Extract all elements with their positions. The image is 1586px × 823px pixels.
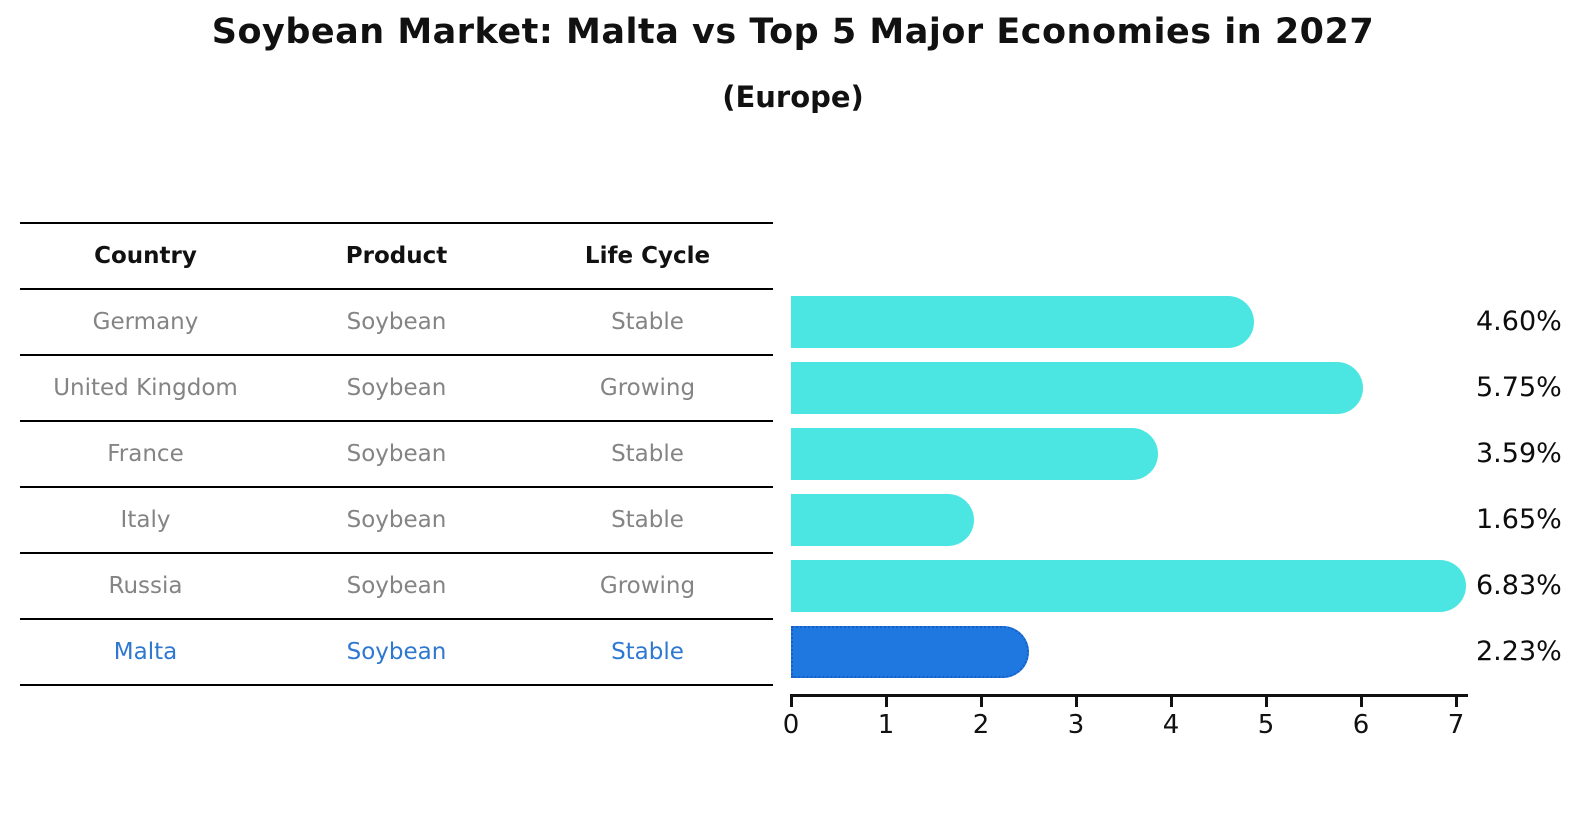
x-axis-tick <box>790 697 793 707</box>
product-cell: Soybean <box>346 573 447 599</box>
chart-subtitle: (Europe) <box>722 80 864 114</box>
life-cycle-cell: Stable <box>611 507 684 533</box>
product-cell: Soybean <box>346 441 447 467</box>
country-cell: Germany <box>92 309 199 335</box>
chart-title: Soybean Market: Malta vs Top 5 Major Eco… <box>211 12 1375 52</box>
x-axis-tick <box>1170 697 1173 707</box>
country-table: Country Product Life Cycle Germany Soybe… <box>20 222 773 686</box>
life-cycle-cell: Stable <box>611 309 684 335</box>
x-axis-tick-label: 4 <box>1162 710 1180 740</box>
value-label-italy: 1.65% <box>1476 504 1562 535</box>
value-label-russia: 6.83% <box>1476 570 1562 601</box>
x-axis-line <box>790 694 1468 697</box>
table-row-france: France Soybean Stable <box>20 422 773 488</box>
bar-france <box>791 428 1158 480</box>
x-axis-tick-label: 6 <box>1352 710 1370 740</box>
table-row-russia: Russia Soybean Growing <box>20 554 773 620</box>
table-row-italy: Italy Soybean Stable <box>20 488 773 554</box>
life-cycle-cell: Growing <box>599 573 696 599</box>
country-cell: Malta <box>113 639 178 665</box>
x-axis-tick-label: 7 <box>1447 710 1465 740</box>
life-cycle-cell: Growing <box>599 375 696 401</box>
x-axis-tick-label: 2 <box>972 710 990 740</box>
bar-united-kingdom <box>791 362 1363 414</box>
bar-germany <box>791 296 1254 348</box>
life-cycle-cell: Stable <box>611 441 684 467</box>
x-axis-tick-label: 5 <box>1257 710 1275 740</box>
country-cell: France <box>107 441 184 467</box>
column-header-lifecycle: Life Cycle <box>584 243 711 269</box>
bar-russia <box>791 560 1466 612</box>
bar-italy <box>791 494 974 546</box>
x-axis-tick <box>1075 697 1078 707</box>
product-cell: Soybean <box>346 639 447 665</box>
x-axis-tick <box>1455 697 1458 707</box>
x-axis-tick <box>980 697 983 707</box>
x-axis-tick-label: 3 <box>1067 710 1085 740</box>
product-cell: Soybean <box>346 309 447 335</box>
column-header-country: Country <box>94 243 197 269</box>
x-axis-tick-label: 1 <box>877 710 895 740</box>
value-label-france: 3.59% <box>1476 438 1562 469</box>
country-cell: Italy <box>120 507 171 533</box>
product-cell: Soybean <box>346 507 447 533</box>
bar-malta <box>791 626 1029 678</box>
value-label-germany: 4.60% <box>1476 306 1562 337</box>
table-row-united-kingdom: United Kingdom Soybean Growing <box>20 356 773 422</box>
x-axis-tick <box>1265 697 1268 707</box>
table-row-germany: Germany Soybean Stable <box>20 290 773 356</box>
value-label-malta: 2.23% <box>1476 636 1562 667</box>
product-cell: Soybean <box>346 375 447 401</box>
value-label-united-kingdom: 5.75% <box>1476 372 1562 403</box>
table-header-row: Country Product Life Cycle <box>20 224 773 290</box>
country-cell: Russia <box>108 573 183 599</box>
x-axis-tick <box>885 697 888 707</box>
country-cell: United Kingdom <box>53 375 238 401</box>
x-axis-tick <box>1360 697 1363 707</box>
life-cycle-cell: Stable <box>611 639 684 665</box>
x-axis-tick-label: 0 <box>782 710 800 740</box>
table-row-malta: Malta Soybean Stable <box>20 620 773 686</box>
column-header-product: Product <box>345 243 448 269</box>
